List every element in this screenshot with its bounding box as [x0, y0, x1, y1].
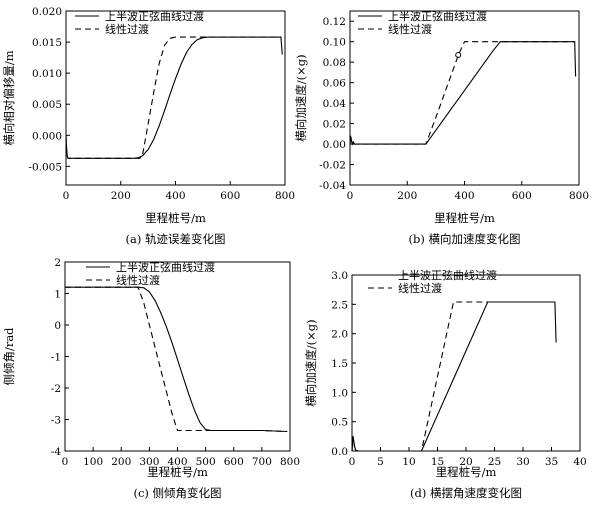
y-tick-label: -2 — [51, 383, 61, 395]
y-axis-label: 侧倾角/rad — [2, 327, 16, 386]
y-tick-label: -0.005 — [28, 161, 62, 173]
series-line-sine — [65, 36, 283, 159]
x-tick-label: 300 — [139, 456, 159, 468]
plot-frame — [64, 261, 291, 452]
x-tick-label: 20 — [459, 456, 472, 468]
y-tick-label: -3 — [51, 415, 61, 427]
y-tick-label: 0.02 — [323, 119, 346, 131]
y-axis-label: 横向相对偏移量/m — [2, 50, 16, 145]
x-tick-label: 400 — [165, 190, 185, 202]
y-tick-label: 0.010 — [32, 68, 62, 80]
series-line-linear — [351, 301, 555, 452]
x-tick-label: 800 — [569, 190, 589, 202]
y-tick-label: 0.5 — [331, 417, 348, 429]
y-tick-label: 0.00 — [323, 139, 346, 151]
x-tick-label: 0 — [63, 190, 70, 202]
x-axis-label: 里程桩号/m — [434, 211, 495, 225]
y-tick-label: -4 — [51, 446, 62, 458]
legend-label: 上半波正弦曲线过渡 — [388, 9, 487, 23]
y-axis-label: 横向加速度/(×g) — [304, 319, 318, 406]
y-tick-label: 0.12 — [323, 16, 346, 28]
series-line-sine — [349, 41, 577, 146]
x-tick-label: 10 — [402, 456, 415, 468]
legend-label: 线性过渡 — [116, 273, 160, 287]
y-tick-label: 0.08 — [323, 57, 346, 69]
series-line-linear — [349, 41, 575, 146]
x-tick-label: 0 — [62, 456, 69, 468]
y-tick-label: 2.0 — [331, 329, 348, 341]
y-tick-label: 0 — [54, 320, 61, 332]
legend-label: 上半波正弦曲线过渡 — [116, 260, 215, 274]
x-tick-label: 100 — [83, 456, 103, 468]
x-axis-label: 里程桩号/m — [145, 211, 206, 225]
x-tick-label: 500 — [196, 456, 216, 468]
chart-panel-a: 0 200 400 600 800 -0.005 0.000 0.005 0.010 0.015 0… — [2, 6, 295, 246]
y-tick-label: 3.0 — [331, 270, 348, 282]
y-tick-label: 0.10 — [323, 37, 346, 49]
y-tick-label: 0.015 — [32, 37, 62, 49]
x-tick-label: 35 — [545, 456, 558, 468]
data-marker — [455, 52, 462, 59]
x-tick-label: 25 — [488, 456, 501, 468]
x-tick-label: 800 — [275, 190, 295, 202]
x-tick-label: 200 — [111, 190, 131, 202]
x-tick-label: 600 — [512, 190, 532, 202]
x-tick-label: 5 — [377, 456, 384, 468]
y-tick-label: 0.020 — [32, 6, 62, 18]
y-tick-label: 0.04 — [323, 98, 347, 110]
chart-caption: (c) 侧倾角变化图 — [133, 486, 221, 500]
legend-label: 线性过渡 — [105, 22, 149, 36]
x-tick-label: 400 — [454, 190, 474, 202]
series-line-linear — [65, 286, 288, 433]
x-tick-label: 600 — [220, 190, 240, 202]
chart-panel-c: 0 100 200 300 400 500 600 700 800 -4 -3 -2 -1 0 1 2 里程桩号… — [2, 257, 300, 500]
x-tick-label: 700 — [252, 456, 272, 468]
series-line-linear — [65, 36, 281, 159]
legend-label: 上半波正弦曲线过渡 — [398, 268, 497, 282]
y-tick-label: -0.04 — [319, 180, 346, 192]
y-tick-label: 1.0 — [331, 387, 348, 399]
y-tick-label: 2 — [54, 257, 61, 269]
y-tick-label: 1 — [54, 289, 61, 301]
x-tick-label: 200 — [397, 190, 417, 202]
y-tick-label: 0.000 — [32, 130, 62, 142]
y-tick-label: 0.005 — [32, 99, 62, 111]
y-tick-label: 0.06 — [323, 78, 347, 90]
y-tick-label: 2.5 — [331, 299, 348, 311]
legend-label: 线性过渡 — [398, 281, 442, 295]
plot-frame — [351, 274, 581, 452]
x-tick-label: 15 — [431, 456, 444, 468]
x-tick-label: 0 — [347, 190, 354, 202]
chart-panel-d: 0 5 10 15 20 25 30 35 40 0.0 0.5 1.0 1.5 2.0 2.5 3.0 里程桩… — [304, 268, 587, 500]
legend-label: 线性过渡 — [388, 22, 432, 36]
x-tick-label: 800 — [280, 456, 300, 468]
y-tick-label: -0.02 — [319, 160, 346, 172]
chart-caption: (b) 横向加速度变化图 — [409, 232, 521, 246]
x-tick-label: 30 — [516, 456, 529, 468]
x-tick-label: 0 — [349, 456, 356, 468]
series-line-sine — [351, 301, 557, 452]
x-tick-label: 40 — [573, 456, 586, 468]
x-tick-label: 600 — [224, 456, 244, 468]
plot-frame — [349, 10, 580, 186]
series-line-sine — [65, 286, 288, 433]
x-axis-label: 里程桩号/m — [436, 465, 497, 479]
x-tick-label: 400 — [167, 456, 187, 468]
x-axis-label: 里程桩号/m — [147, 465, 208, 479]
y-tick-label: -1 — [51, 352, 61, 364]
chart-caption: (d) 横摆角速度变化图 — [410, 486, 522, 500]
y-tick-label: 1.5 — [331, 358, 348, 370]
legend-label: 上半波正弦曲线过渡 — [105, 9, 204, 23]
y-axis-label: 横向加速度/(×g) — [294, 54, 308, 141]
chart-panel-b: 0 200 400 600 800 -0.04 -0.02 0.00 0.02 0.04 0.06 0… — [294, 9, 589, 246]
chart-caption: (a) 轨迹误差变化图 — [126, 232, 226, 246]
x-tick-label: 200 — [111, 456, 131, 468]
y-tick-label: 0.0 — [331, 446, 348, 458]
